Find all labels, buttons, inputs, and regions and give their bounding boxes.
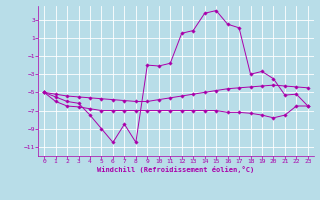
X-axis label: Windchill (Refroidissement éolien,°C): Windchill (Refroidissement éolien,°C) xyxy=(97,166,255,173)
